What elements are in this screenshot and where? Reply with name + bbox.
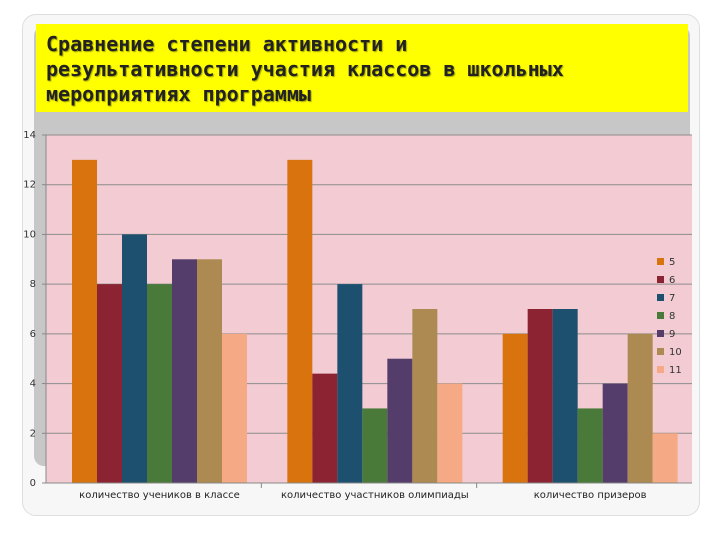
bar-series-8	[362, 408, 388, 483]
y-tick-label: 10	[23, 229, 36, 240]
legend: 5 6 7 8 9 10 11	[657, 257, 682, 376]
bar-series-8	[147, 284, 172, 483]
bar-series-7	[122, 234, 147, 483]
legend-label: 11	[669, 365, 682, 376]
axes: 0 2 4 6 8 10 12 14 количество учеников в классе к…	[23, 130, 692, 501]
bar-series-11	[222, 333, 247, 483]
bar-series-9	[387, 358, 413, 483]
legend-swatch	[657, 366, 664, 373]
bar-series-11	[437, 383, 463, 483]
y-tick-label: 6	[30, 329, 36, 340]
bar-series-9	[602, 383, 628, 483]
legend-swatch	[657, 276, 664, 283]
y-tick-label: 12	[23, 180, 36, 191]
legend-label: 8	[669, 311, 675, 322]
bar-series-7	[552, 309, 578, 483]
y-tick-label: 2	[30, 428, 36, 439]
title-box: Сравнение степени активности и результат…	[36, 24, 688, 112]
bar-series-5	[72, 159, 97, 483]
y-tick-label: 0	[30, 478, 36, 489]
bar-series-6	[527, 309, 553, 483]
y-tick-label: 4	[30, 379, 36, 390]
bar-series-10	[412, 309, 438, 483]
legend-label: 5	[669, 257, 675, 268]
bar-series-7	[337, 284, 363, 483]
bar-series-11	[652, 433, 678, 483]
bars	[72, 159, 678, 483]
legend-swatch	[657, 312, 664, 319]
bar-series-10	[627, 333, 653, 483]
chart-title: Сравнение степени активности и результат…	[46, 32, 564, 106]
bar-series-5	[287, 159, 313, 483]
legend-label: 10	[669, 347, 682, 358]
legend-swatch	[657, 330, 664, 337]
legend-label: 6	[669, 275, 675, 286]
x-category-label: количество призеров	[534, 490, 647, 501]
bar-series-5	[502, 333, 528, 483]
bar-series-6	[312, 373, 338, 483]
legend-swatch	[657, 258, 664, 265]
legend-swatch	[657, 294, 664, 301]
bar-series-6	[97, 284, 122, 483]
legend-swatch	[657, 348, 664, 355]
legend-label: 7	[669, 293, 675, 304]
bar-series-8	[577, 408, 603, 483]
y-tick-label: 14	[23, 130, 36, 141]
bar-series-9	[172, 259, 197, 483]
legend-label: 9	[669, 329, 675, 340]
x-category-label: количество учеников в классе	[79, 490, 240, 501]
bar-series-10	[197, 259, 222, 483]
y-tick-label: 8	[30, 279, 36, 290]
x-category-label: количество участников олимпиады	[281, 490, 469, 501]
